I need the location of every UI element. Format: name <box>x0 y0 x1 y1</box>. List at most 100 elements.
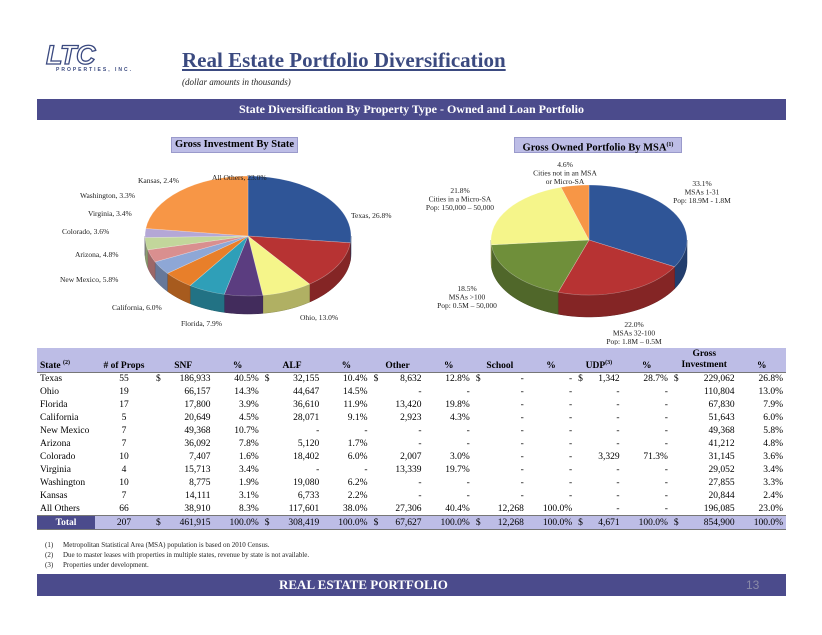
table-cell <box>371 503 381 516</box>
table-cell: - <box>568 491 573 501</box>
table-cell <box>262 425 272 438</box>
table-cell: 100.0% <box>622 515 671 530</box>
table-total-row: Total 207 $461,915 100.0% $308,419 100.0% $67,… <box>37 515 786 530</box>
table-cell: 4.8% <box>763 439 783 449</box>
pie-label-line: Colorado, 3.6% <box>62 227 109 236</box>
table-cell <box>473 503 483 516</box>
table-cell <box>473 451 483 464</box>
table-cell: Texas <box>40 374 63 385</box>
table-cell: 14,111 <box>185 491 211 501</box>
table-cell: 1.7% <box>347 439 368 449</box>
table-cell: Arizona <box>40 439 71 449</box>
table-cell: 3.9% <box>238 400 259 410</box>
table-cell: 51,643 <box>708 413 735 423</box>
table-row: Virginia 4 15,713 3.4% - - 13,339 19.7% - - - - 29,0… <box>37 464 786 477</box>
pie-slice <box>189 235 249 295</box>
table-cell: - <box>520 439 524 449</box>
col-gross-line1: Gross <box>692 349 717 359</box>
table-cell <box>371 425 381 438</box>
table-row: Kansas 7 14,111 3.1% 6,733 2.2% - - - - - - 20,844 2.… <box>37 490 786 503</box>
table-cell: $ <box>472 515 483 530</box>
table-cell <box>473 464 483 477</box>
table-cell: - <box>418 478 422 488</box>
pie-label-line: Ohio, 13.0% <box>300 313 338 322</box>
table-cell: 10 <box>119 452 129 462</box>
col-school-pct: % <box>526 348 576 373</box>
table-cell <box>473 386 483 399</box>
table-cell: 7 <box>121 491 127 501</box>
pie-chart-1: Texas, 26.8% Ohio, 13.0% Florida, 7.9% Cali… <box>60 173 392 328</box>
table-cell: 40.4% <box>445 503 470 514</box>
table-cell: New Mexico <box>40 426 90 436</box>
pie-label-line: Virginia, 3.4% <box>88 209 132 218</box>
pie-slice <box>560 184 590 241</box>
table-cell: - <box>616 426 620 436</box>
pie-label-line: Arizona, 4.8% <box>75 250 119 259</box>
table-cell: 196,085 <box>703 503 735 514</box>
table-cell: $ <box>153 515 163 530</box>
table-cell: 2.2% <box>347 491 368 501</box>
table-cell: $ <box>575 515 586 530</box>
table-cell: - <box>568 374 573 385</box>
footnotes: (1) Metropolitan Statistical Area (MSA) p… <box>45 540 309 570</box>
table-cell <box>153 464 163 477</box>
table-cell: 28,071 <box>293 413 320 423</box>
table-cell <box>671 438 681 451</box>
table-cell: - <box>466 426 470 436</box>
pie-label-line: Cities in a Micro-SA <box>429 195 492 204</box>
pie-label: 33.1% MSAs 1-31 Pop: 18.9M - 1.8M <box>673 179 731 205</box>
table-cell: - <box>664 465 668 475</box>
table-cell: - <box>418 387 422 397</box>
pie-slice <box>247 175 352 244</box>
table-cell: 854,900 <box>680 515 738 530</box>
table-cell: 100.0% <box>526 515 576 530</box>
table-cell: $ <box>373 374 379 385</box>
table-cell: - <box>664 503 668 514</box>
col-alf-pct: % <box>322 348 371 373</box>
table-row: California 5 20,649 4.5% 28,071 9.1% 2,923 4.3%… <box>37 412 786 425</box>
table-cell: 8.3% <box>238 503 259 514</box>
pie-label-line: Pop: 18.9M - 1.8M <box>673 196 731 205</box>
table-cell: 66 <box>119 503 129 514</box>
table-cell <box>153 425 163 438</box>
table-cell: - <box>364 465 368 475</box>
table-cell <box>371 477 381 490</box>
table-cell <box>262 451 272 464</box>
table-cell: 10.7% <box>234 426 259 436</box>
table-cell: 23.0% <box>758 503 783 514</box>
table-cell: 7.8% <box>238 439 259 449</box>
table-cell: - <box>616 478 620 488</box>
table-cell: - <box>316 426 320 436</box>
table-cell <box>153 503 163 516</box>
table-cell: 26.8% <box>758 374 783 385</box>
pie-slice <box>491 239 590 293</box>
footnote-1: (1) Metropolitan Statistical Area (MSA) p… <box>45 540 309 550</box>
table-cell: California <box>40 413 79 423</box>
footer-banner: REAL ESTATE PORTFOLIO <box>37 574 786 596</box>
pie-label-line: New Mexico, 5.8% <box>60 275 118 284</box>
pie-slice <box>145 175 249 237</box>
table-cell <box>153 412 163 425</box>
table-cell: 4,671 <box>585 515 623 530</box>
pie-slice <box>154 235 249 274</box>
pie-label: Florida, 7.9% <box>181 319 222 328</box>
pie-label-line: Washington, 3.3% <box>80 191 135 200</box>
pie-label: Virginia, 3.4% <box>88 209 132 218</box>
table-cell: 7,407 <box>189 452 211 462</box>
table-cell <box>575 464 585 477</box>
table-cell <box>153 386 163 399</box>
col-udp-label: UDP <box>585 361 606 371</box>
col-other: Other <box>370 348 425 373</box>
table-cell <box>262 438 272 451</box>
pie-slice <box>144 235 249 251</box>
col-snf: SNF <box>153 348 214 373</box>
table-cell <box>671 464 681 477</box>
table-cell: 17 <box>119 400 129 410</box>
table-cell: 19.7% <box>445 465 470 475</box>
table-cell <box>371 386 381 399</box>
table-cell: - <box>520 478 524 488</box>
table-cell: 36,610 <box>293 400 320 410</box>
pie-label-line: All Others, 23.0% <box>212 173 267 182</box>
table-cell: 5 <box>121 413 127 423</box>
table-cell: - <box>616 465 620 475</box>
